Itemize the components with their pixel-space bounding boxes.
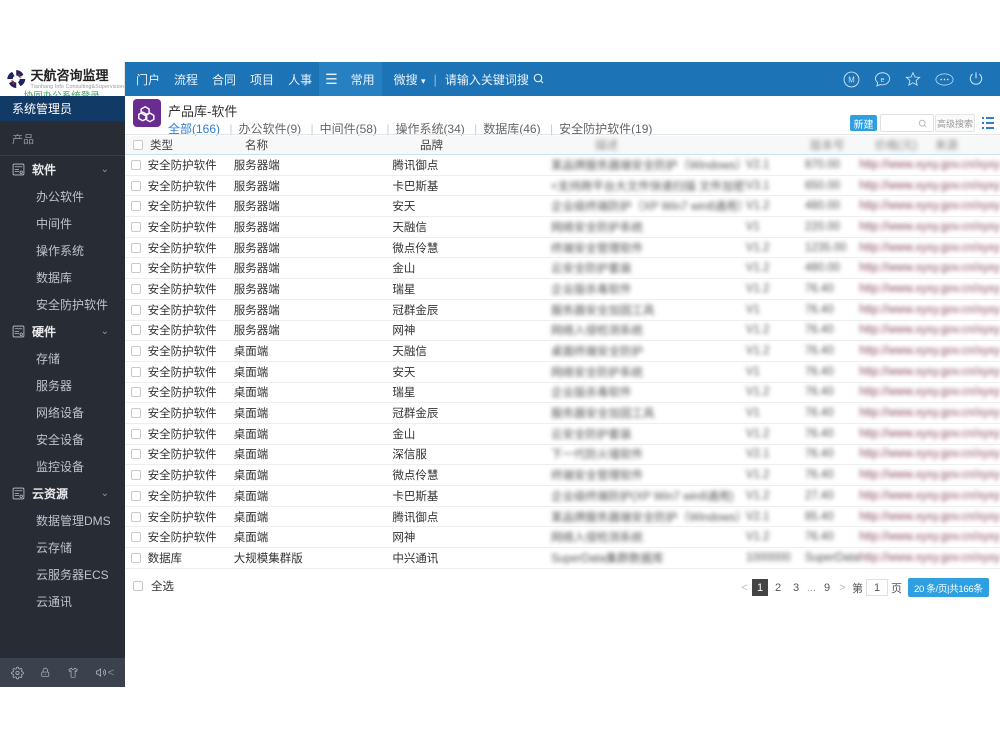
svg-text:e: e xyxy=(881,75,885,83)
svg-text:M: M xyxy=(848,75,854,84)
